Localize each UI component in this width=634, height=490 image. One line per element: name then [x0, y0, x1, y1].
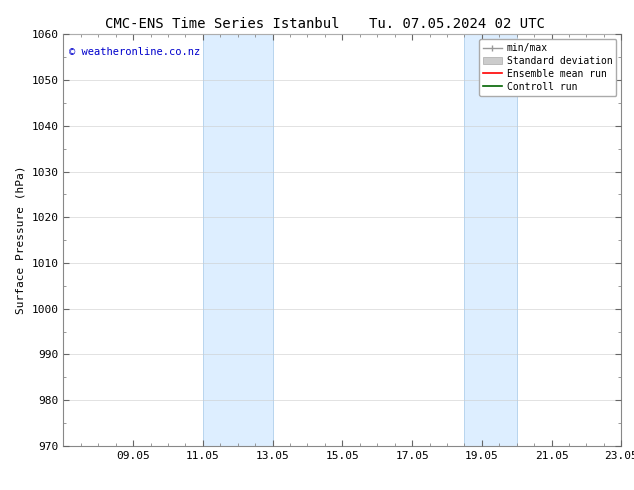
Text: CMC-ENS Time Series Istanbul: CMC-ENS Time Series Istanbul	[105, 17, 339, 31]
Bar	[464, 34, 517, 446]
Legend: min/max, Standard deviation, Ensemble mean run, Controll run: min/max, Standard deviation, Ensemble me…	[479, 39, 616, 96]
Text: Tu. 07.05.2024 02 UTC: Tu. 07.05.2024 02 UTC	[368, 17, 545, 31]
Y-axis label: Surface Pressure (hPa): Surface Pressure (hPa)	[16, 166, 26, 315]
Text: © weatheronline.co.nz: © weatheronline.co.nz	[69, 47, 200, 57]
Bar	[203, 34, 273, 446]
